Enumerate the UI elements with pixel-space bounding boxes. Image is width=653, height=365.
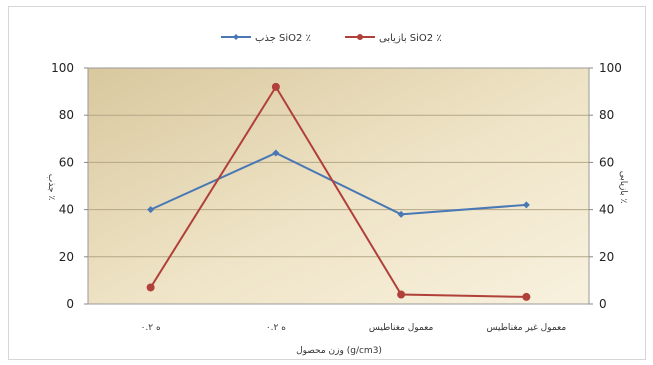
legend-item-absorption: جذب SiO2 ٪: [221, 33, 311, 44]
series-lines: [146, 82, 531, 301]
right-tick-label: 100: [599, 61, 622, 75]
right-tick-label: 0: [599, 297, 607, 311]
absorption-data-point: [397, 210, 405, 218]
category-label: معمول غیر مغناطیس: [487, 323, 567, 333]
category-label: معمول مغناطیس: [369, 323, 434, 333]
legend-label-recovery: بازیابی SiO2 ٪: [379, 33, 442, 44]
legend-item-recovery: بازیابی SiO2 ٪: [345, 33, 442, 44]
x-axis-title: وزن محصول (g/cm3): [296, 346, 382, 356]
category-label: ۰.۲ ه: [266, 323, 286, 333]
legend: جذب SiO2 ٪ بازیابی SiO2 ٪: [221, 33, 442, 44]
category-label: ۰.۲ ه: [141, 323, 161, 333]
recovery-data-point: [146, 283, 155, 292]
recovery-data-point: [271, 82, 280, 91]
category-labels: ۰.۲ ه ۰.۲ ه معمول مغناطیس معمول غیر مغناطیس: [141, 323, 567, 333]
grid-lines: [88, 114, 589, 258]
y2-axis-title: بازیابی ٪: [618, 171, 628, 204]
left-tick-label: 60: [59, 155, 74, 169]
right-tick-label: 20: [599, 250, 614, 264]
recovery-series-line: [149, 84, 527, 298]
right-tick-label: 40: [599, 203, 614, 217]
absorption-data-point: [272, 149, 280, 157]
y-axis-title: جذب ٪: [46, 174, 56, 201]
absorption-data-point: [147, 206, 155, 214]
chart-frame: 0 20 40 60 80 100 0 20 40 60 80 100 ۰.۲ ه ۰.۲ ه معمو…: [8, 6, 646, 360]
left-tick-label: 40: [59, 203, 74, 217]
left-tick-label: 100: [51, 61, 74, 75]
recovery-data-point: [397, 290, 406, 299]
legend-label-absorption: جذب SiO2 ٪: [255, 33, 311, 44]
left-tick-label: 0: [66, 297, 74, 311]
right-tick-label: 60: [599, 155, 614, 169]
left-axis-ticks: 0 20 40 60 80 100: [51, 61, 88, 311]
recovery-data-point: [522, 292, 531, 301]
legend-marker-absorption: [233, 34, 239, 40]
line-chart: 0 20 40 60 80 100 0 20 40 60 80 100 ۰.۲ ه ۰.۲ ه معمو…: [46, 33, 628, 356]
left-tick-label: 20: [59, 250, 74, 264]
absorption-series-line: [150, 151, 527, 216]
right-tick-label: 80: [599, 108, 614, 122]
plot-area: [87, 67, 590, 305]
absorption-data-point: [522, 201, 530, 209]
left-tick-label: 80: [59, 108, 74, 122]
legend-marker-recovery: [357, 34, 363, 40]
right-axis-ticks: 0 20 40 60 80 100: [589, 61, 622, 311]
